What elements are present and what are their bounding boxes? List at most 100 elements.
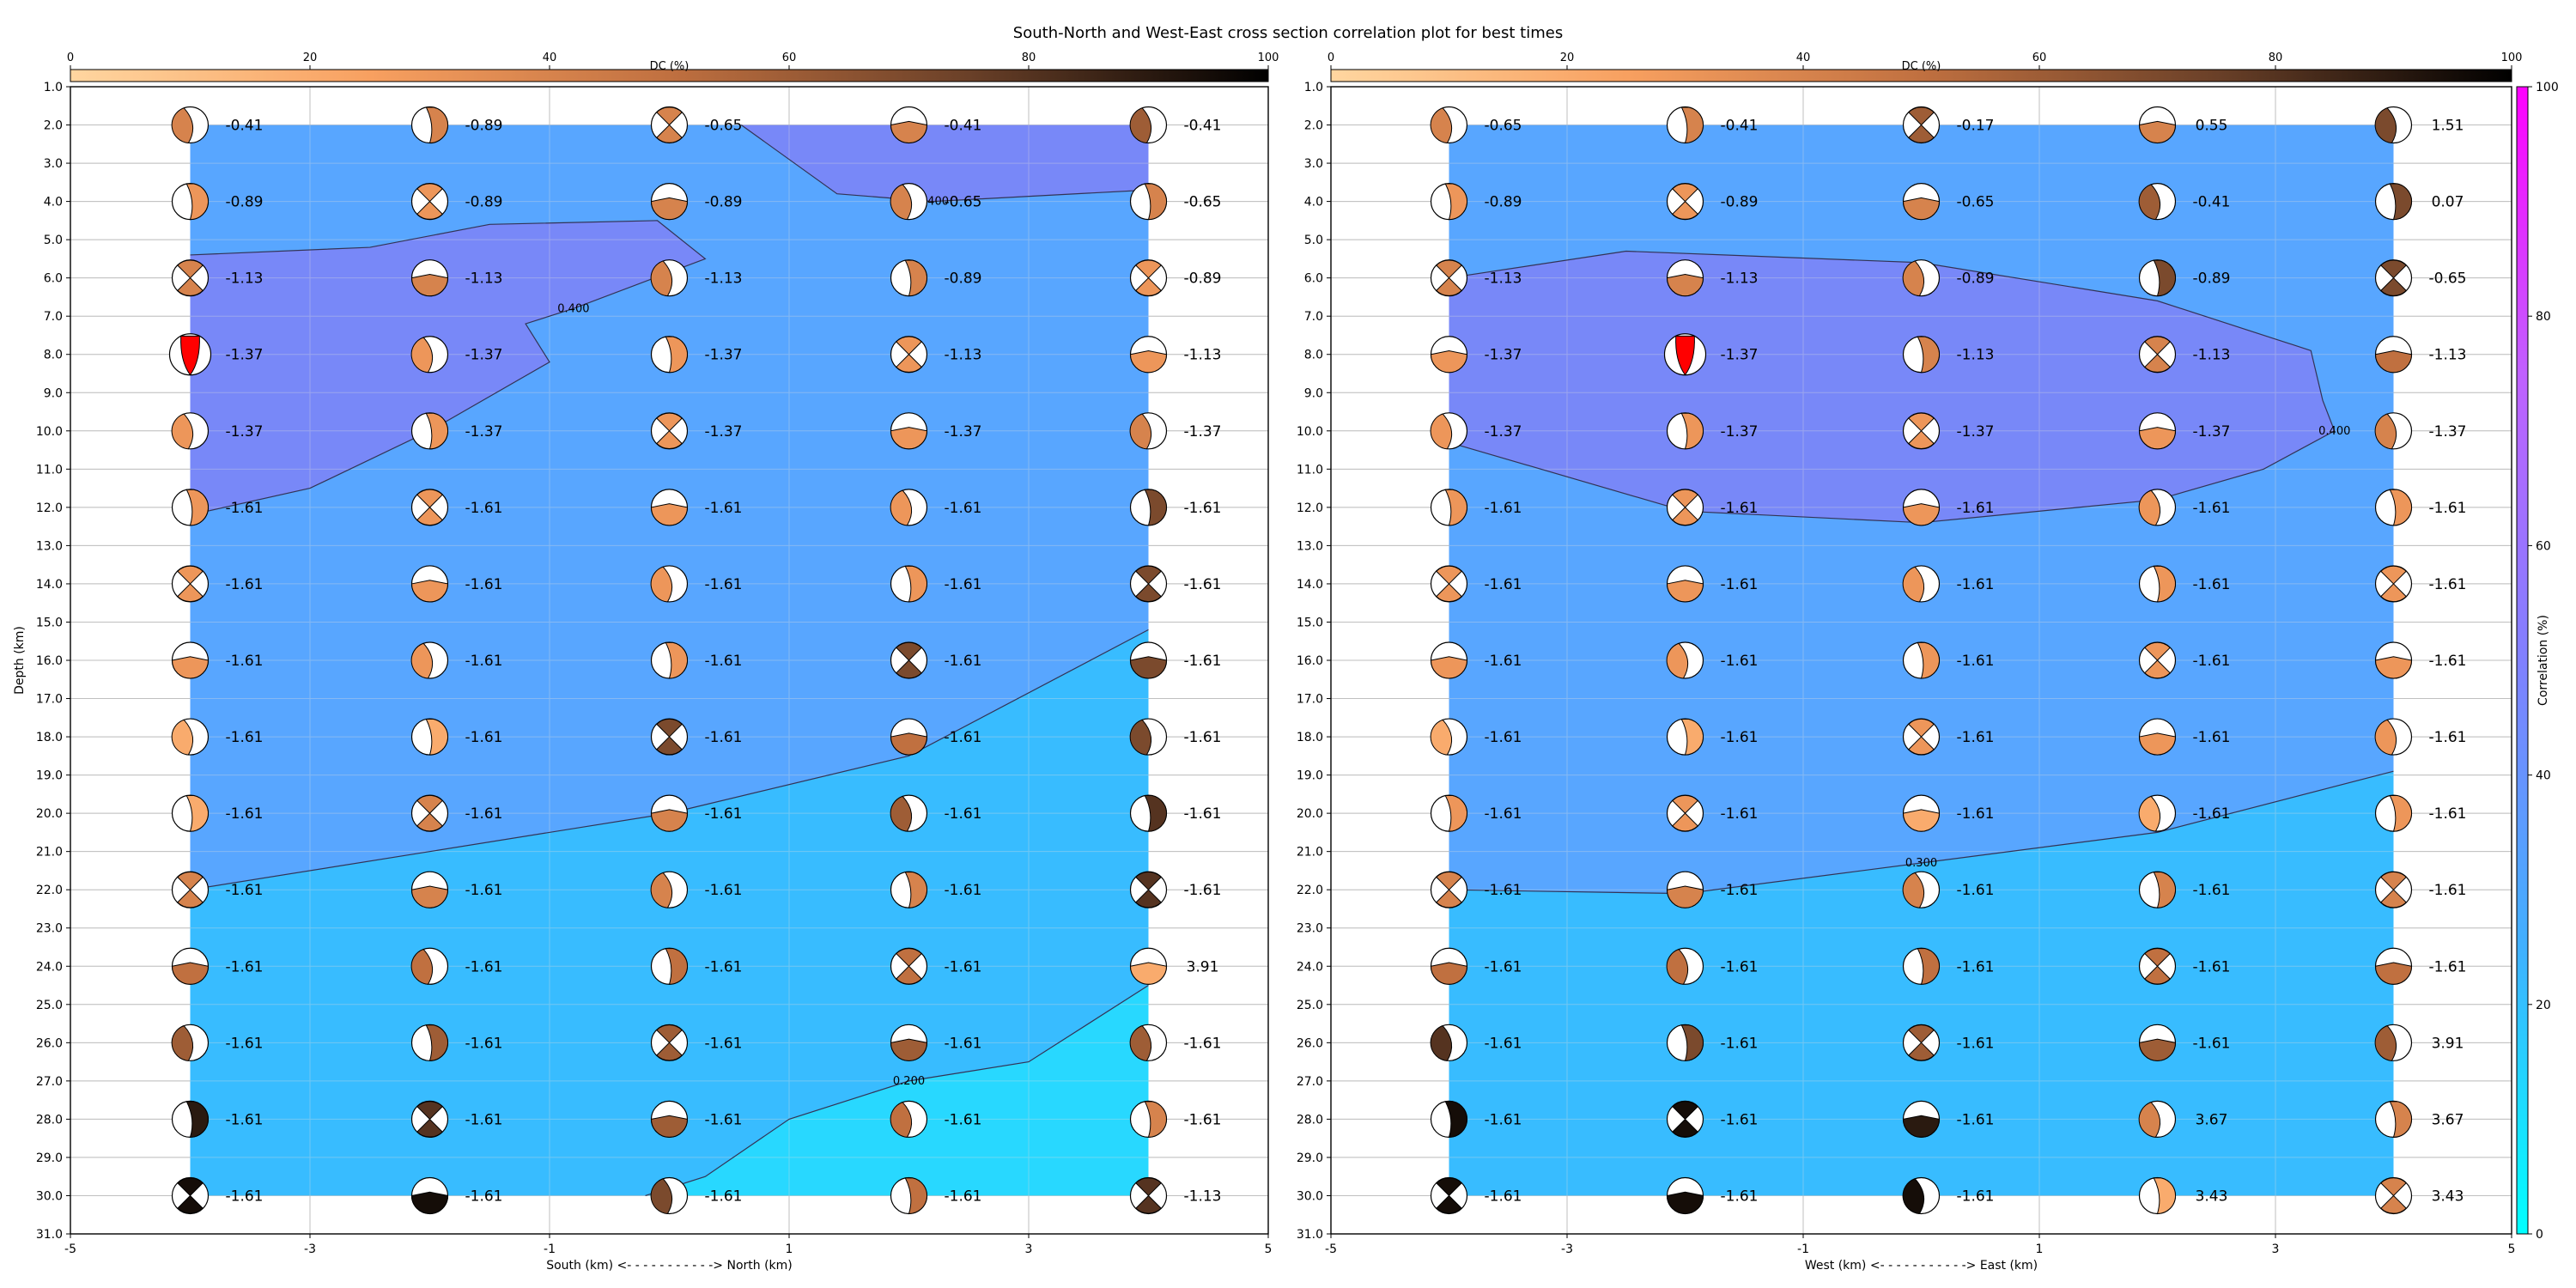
beach-ball-compression <box>2153 1177 2177 1214</box>
dc-value-label: -1.61 <box>1485 653 1522 670</box>
beach-ball: -1.61 <box>410 1024 503 1061</box>
dc-value-label: -0.65 <box>1184 194 1222 211</box>
beach-ball: -1.61 <box>1129 1100 1222 1139</box>
dc-value-label: -1.37 <box>1184 423 1222 440</box>
dc-value-label: -1.61 <box>2193 500 2231 517</box>
beach-ball: -1.61 <box>890 641 982 679</box>
contour-line <box>1449 770 2394 895</box>
beach-ball-compression <box>2380 872 2407 908</box>
beach-ball: -1.61 <box>171 1176 264 1215</box>
dc-value-label: -0.89 <box>465 118 503 135</box>
y-tick-label: 20.0 <box>36 807 63 821</box>
beach-ball-compression <box>410 642 434 679</box>
beach-ball: -0.65 <box>1430 106 1522 144</box>
beach-ball: -1.61 <box>1902 565 1995 603</box>
dc-value-label: 3.67 <box>2196 1111 2228 1128</box>
dc-colorbar: 0 20 40 60 80 100 DC (%) <box>1327 52 2522 82</box>
dc-value-label: -1.61 <box>2429 576 2467 593</box>
beach-ball: -1.61 <box>2374 641 2467 679</box>
beach-ball-compression <box>1436 259 1462 296</box>
beach-ball-compression <box>1444 489 1468 526</box>
dc-value-label: -1.13 <box>1957 347 1995 364</box>
y-tick-label: 20.0 <box>1297 807 1323 821</box>
beach-ball-compression <box>1666 642 1689 679</box>
beach-ball: -1.61 <box>650 1024 743 1061</box>
dc-value-label: -1.61 <box>1184 882 1222 899</box>
y-tick-label: 2.0 <box>44 119 63 133</box>
dc-value-label: -1.61 <box>945 500 982 517</box>
dc-tick-label: 0 <box>67 52 74 64</box>
beach-ball: -1.13 <box>1129 1176 1222 1215</box>
beach-ball: -1.61 <box>1430 489 1522 526</box>
y-tick-label: 7.0 <box>44 310 63 324</box>
dc-value-label: -1.61 <box>226 1111 264 1128</box>
beach-ball: -1.61 <box>1129 1024 1222 1061</box>
dc-value-label: -1.61 <box>945 882 982 899</box>
correlation-region <box>741 125 1149 202</box>
correlation-colorbar: 0 20 40 60 80 100 Correlation (%) <box>2516 81 2559 1242</box>
beach-ball: -1.61 <box>2138 641 2231 679</box>
beach-ball-compression <box>2144 641 2171 679</box>
beach-ball: -1.61 <box>2374 947 2467 985</box>
dc-value-label: -1.61 <box>1957 1188 1995 1205</box>
beach-ball: -1.61 <box>1129 871 1222 908</box>
dc-value-label: -1.37 <box>465 423 503 440</box>
beach-ball: -1.61 <box>1430 871 1522 908</box>
dc-value-label: -1.13 <box>705 270 743 288</box>
beach-ball-compression <box>185 795 210 832</box>
beach-ball-compression <box>2374 107 2397 144</box>
dc-value-label: -1.61 <box>1485 958 1522 975</box>
y-tick-label: 16.0 <box>36 654 63 668</box>
beach-ball-compression <box>1917 641 1941 679</box>
beach-ball: -1.61 <box>890 718 982 756</box>
beach-ball-compression <box>416 1101 443 1138</box>
beach-ball-compression <box>171 656 210 679</box>
beach-ball: -1.61 <box>890 565 982 603</box>
beach-ball: -1.61 <box>171 718 264 756</box>
dc-value-label: -1.61 <box>465 1111 503 1128</box>
beach-ball: -1.61 <box>1430 641 1522 679</box>
beach-ball: -1.61 <box>650 489 743 526</box>
beach-ball-compression <box>171 413 194 450</box>
dc-value-label: -1.13 <box>1184 1188 1222 1205</box>
y-tick-label: 22.0 <box>1297 884 1323 897</box>
beach-ball: -1.37 <box>1430 336 1522 374</box>
dc-value-label: -1.61 <box>2193 576 2231 593</box>
beach-ball-compression <box>656 718 683 756</box>
dc-value-label: -1.61 <box>2429 729 2467 746</box>
beach-ball: -0.65 <box>650 106 743 144</box>
beach-ball: -1.13 <box>1430 259 1522 297</box>
beach-ball: -1.61 <box>650 718 743 756</box>
dc-value-label: -1.61 <box>1957 882 1995 899</box>
y-tick-label: 4.0 <box>44 196 63 210</box>
dc-value-label: -1.37 <box>1485 347 1522 364</box>
dc-value-label: -1.61 <box>465 958 503 975</box>
beach-ball-compression <box>1902 872 1925 908</box>
beach-ball-compression <box>2389 489 2413 526</box>
dc-value-label: -0.89 <box>226 194 264 211</box>
beach-ball: -1.61 <box>410 565 503 603</box>
dc-tick-label: 20 <box>303 52 318 64</box>
y-axis: 1.0 2.0 3.0 4.0 5.0 6.0 7.0 8.0 9.0 10.0 11.0 12.0 1… <box>1297 81 1331 1242</box>
dc-value-label: -1.61 <box>1957 1035 1995 1052</box>
dc-value-label: -1.13 <box>1485 270 1522 288</box>
beach-ball: -0.89 <box>171 183 264 221</box>
y-tick-label: 13.0 <box>36 539 63 553</box>
dc-value-label: 3.91 <box>1187 958 1219 975</box>
correlation-region <box>1449 251 2335 523</box>
beach-ball: -1.61 <box>1902 1024 1995 1061</box>
beach-ball: -1.61 <box>1129 718 1222 756</box>
dc-value-label: -1.61 <box>1957 1111 1995 1128</box>
y-tick-label: 24.0 <box>36 960 63 974</box>
corr-tick-label: 40 <box>2536 769 2551 783</box>
beach-ball: -1.61 <box>171 871 264 908</box>
dc-value-label: -1.61 <box>705 576 743 593</box>
dc-value-label: -1.61 <box>705 882 743 899</box>
beach-ball: -1.13 <box>1666 259 1759 297</box>
beach-ball-compression <box>1129 107 1152 144</box>
dc-tick-label: 40 <box>543 52 557 64</box>
beach-ball-compression <box>1908 718 1935 756</box>
dc-tick-label: 100 <box>1258 52 1279 64</box>
beach-ball-compression <box>656 1024 683 1061</box>
beach-ball-compression <box>2153 565 2177 603</box>
